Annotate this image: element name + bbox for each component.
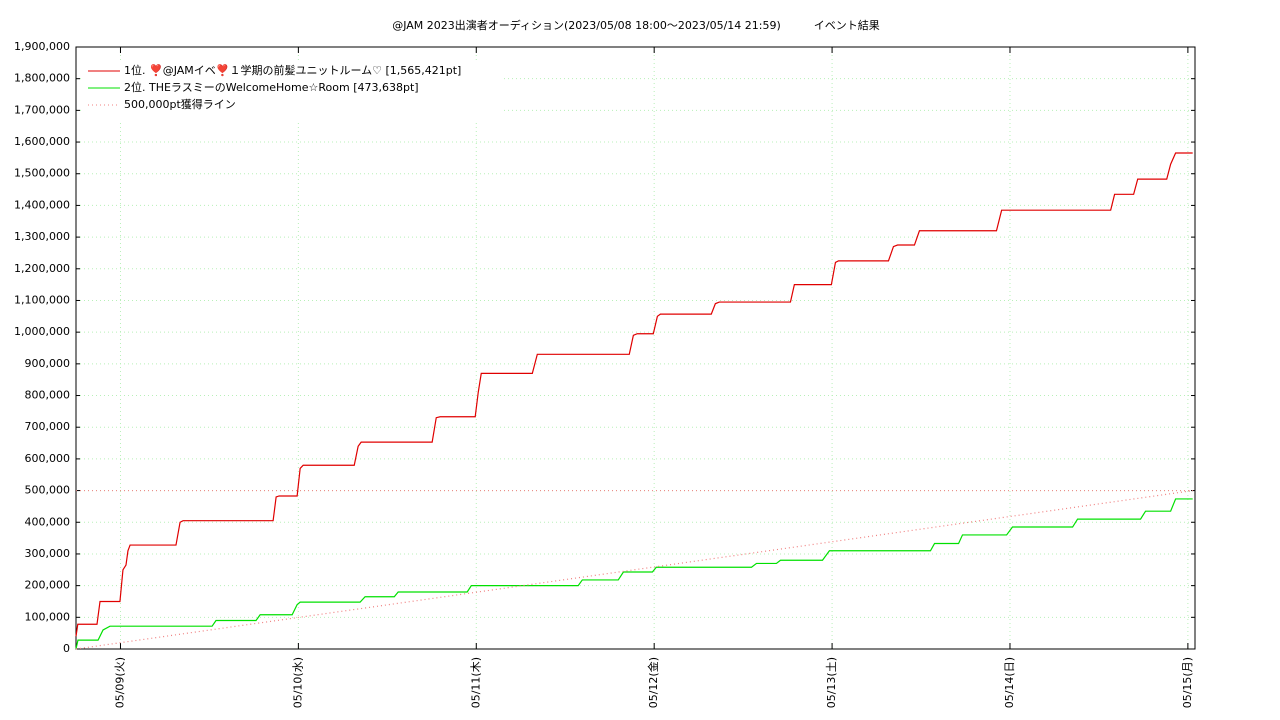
y-tick-label: 200,000 [25, 579, 71, 592]
x-tick-label: 05/11(木) [469, 657, 482, 708]
y-tick-label: 900,000 [25, 357, 71, 370]
legend: 1位. ❣️@JAMイベ❣️１学期の前髪ユニットルーム♡ [1,565,421p… [84, 60, 504, 122]
y-tick-label: 400,000 [25, 515, 71, 528]
y-tick-label: 1,100,000 [14, 293, 70, 306]
y-tick-label: 100,000 [25, 610, 71, 623]
y-tick-label: 1,600,000 [14, 135, 70, 148]
y-tick-label: 1,700,000 [14, 103, 70, 116]
y-tick-label: 500,000 [25, 484, 71, 497]
x-tick-label: 05/10(水) [291, 657, 304, 708]
plot-frame [75, 46, 1196, 650]
x-tick-label: 05/09(火) [113, 657, 126, 708]
legend-box [84, 60, 504, 122]
y-tick-label: 1,000,000 [14, 325, 70, 338]
y-tick-label: 0 [63, 642, 70, 655]
y-tick-label: 1,300,000 [14, 230, 70, 243]
x-tick-label: 05/15(月) [1181, 657, 1194, 708]
series-line [75, 152, 1193, 637]
series-line [75, 489, 1193, 650]
y-tick-label: 600,000 [25, 452, 71, 465]
y-tick-label: 1,800,000 [14, 72, 70, 85]
y-tick-label: 300,000 [25, 547, 71, 560]
y-tick-label: 800,000 [25, 389, 71, 402]
series-line [75, 498, 1193, 650]
y-tick-label: 1,400,000 [14, 198, 70, 211]
x-tick-label: 05/13(土) [825, 657, 838, 708]
legend-label: 2位. THEラスミーのWelcomeHome☆Room [473,638pt] [124, 80, 419, 94]
x-tick-label: 05/12(金) [646, 657, 660, 708]
legend-label: 500,000pt獲得ライン [124, 98, 236, 111]
y-tick-label: 1,500,000 [14, 167, 70, 180]
y-tick-label: 1,200,000 [14, 262, 70, 275]
x-tick-label: 05/14(日) [1003, 657, 1016, 708]
y-tick-label: 1,900,000 [14, 40, 70, 53]
chart-title: @JAM 2023出演者オーディション(2023/05/08 18:00〜202… [392, 18, 880, 32]
y-tick-label: 700,000 [25, 420, 71, 433]
legend-label: 1位. ❣️@JAMイベ❣️１学期の前髪ユニットルーム♡ [1,565,421p… [124, 63, 461, 77]
